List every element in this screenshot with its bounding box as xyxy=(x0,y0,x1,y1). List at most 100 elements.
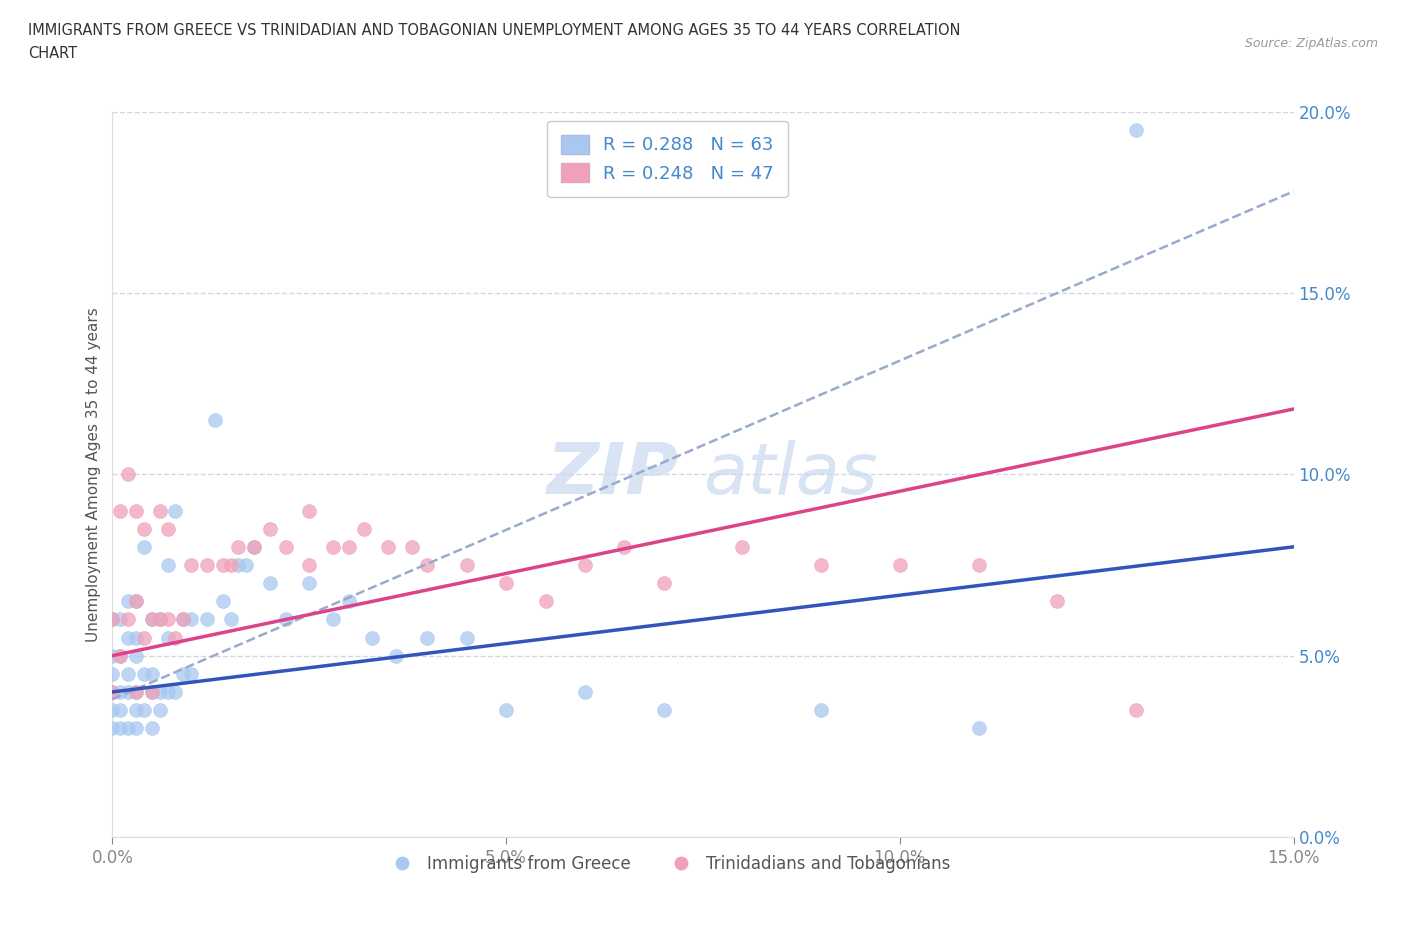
Text: Source: ZipAtlas.com: Source: ZipAtlas.com xyxy=(1244,37,1378,50)
Text: CHART: CHART xyxy=(28,46,77,61)
Point xyxy=(322,539,344,554)
Point xyxy=(125,594,148,609)
Point xyxy=(337,594,360,609)
Point xyxy=(574,684,596,699)
Point xyxy=(274,539,297,554)
Point xyxy=(967,721,990,736)
Point xyxy=(731,539,754,554)
Point xyxy=(613,539,636,554)
Point xyxy=(574,558,596,573)
Point xyxy=(132,521,155,536)
Point xyxy=(101,684,124,699)
Point xyxy=(1125,123,1147,138)
Point xyxy=(228,558,250,573)
Point xyxy=(149,503,172,518)
Point xyxy=(101,648,124,663)
Point xyxy=(125,631,148,645)
Point xyxy=(101,721,124,736)
Point xyxy=(141,667,163,682)
Point xyxy=(141,684,163,699)
Point xyxy=(101,612,124,627)
Point xyxy=(361,631,384,645)
Point xyxy=(117,594,139,609)
Point xyxy=(219,612,242,627)
Point xyxy=(165,631,187,645)
Point xyxy=(298,558,321,573)
Point xyxy=(110,503,132,518)
Point xyxy=(132,631,155,645)
Point xyxy=(652,576,675,591)
Point xyxy=(156,558,179,573)
Point xyxy=(495,576,517,591)
Point xyxy=(337,539,360,554)
Point xyxy=(117,612,139,627)
Point xyxy=(141,612,163,627)
Point xyxy=(228,539,250,554)
Point xyxy=(243,539,266,554)
Point xyxy=(456,558,478,573)
Text: atlas: atlas xyxy=(703,440,877,509)
Point xyxy=(810,703,832,718)
Point xyxy=(110,612,132,627)
Point xyxy=(259,576,281,591)
Point xyxy=(141,684,163,699)
Point xyxy=(195,558,218,573)
Point xyxy=(165,684,187,699)
Text: IMMIGRANTS FROM GREECE VS TRINIDADIAN AND TOBAGONIAN UNEMPLOYMENT AMONG AGES 35 : IMMIGRANTS FROM GREECE VS TRINIDADIAN AN… xyxy=(28,23,960,38)
Point xyxy=(495,703,517,718)
Point xyxy=(172,612,194,627)
Point xyxy=(156,631,179,645)
Point xyxy=(165,503,187,518)
Point xyxy=(401,539,423,554)
Point xyxy=(101,684,124,699)
Point xyxy=(235,558,257,573)
Point xyxy=(156,521,179,536)
Point xyxy=(211,594,233,609)
Point xyxy=(149,612,172,627)
Point xyxy=(967,558,990,573)
Point xyxy=(180,612,202,627)
Point xyxy=(132,667,155,682)
Point xyxy=(110,721,132,736)
Point xyxy=(219,558,242,573)
Point xyxy=(156,684,179,699)
Point xyxy=(110,648,132,663)
Legend: Immigrants from Greece, Trinidadians and Tobagonians: Immigrants from Greece, Trinidadians and… xyxy=(378,848,956,880)
Point xyxy=(117,467,139,482)
Point xyxy=(141,612,163,627)
Point xyxy=(101,667,124,682)
Point xyxy=(156,612,179,627)
Point xyxy=(810,558,832,573)
Point xyxy=(110,648,132,663)
Point xyxy=(652,703,675,718)
Point xyxy=(298,503,321,518)
Point xyxy=(416,558,439,573)
Point xyxy=(243,539,266,554)
Point xyxy=(149,703,172,718)
Point xyxy=(110,703,132,718)
Point xyxy=(322,612,344,627)
Point xyxy=(377,539,399,554)
Point xyxy=(117,631,139,645)
Point xyxy=(132,703,155,718)
Point xyxy=(132,539,155,554)
Point xyxy=(125,703,148,718)
Point xyxy=(456,631,478,645)
Point xyxy=(101,612,124,627)
Point xyxy=(117,721,139,736)
Point xyxy=(274,612,297,627)
Point xyxy=(172,612,194,627)
Point xyxy=(298,576,321,591)
Point xyxy=(534,594,557,609)
Point xyxy=(889,558,911,573)
Y-axis label: Unemployment Among Ages 35 to 44 years: Unemployment Among Ages 35 to 44 years xyxy=(86,307,101,642)
Point xyxy=(101,703,124,718)
Point xyxy=(117,684,139,699)
Point xyxy=(149,684,172,699)
Point xyxy=(125,721,148,736)
Point xyxy=(180,667,202,682)
Point xyxy=(125,648,148,663)
Point xyxy=(211,558,233,573)
Text: ZIP: ZIP xyxy=(547,440,679,509)
Point xyxy=(125,594,148,609)
